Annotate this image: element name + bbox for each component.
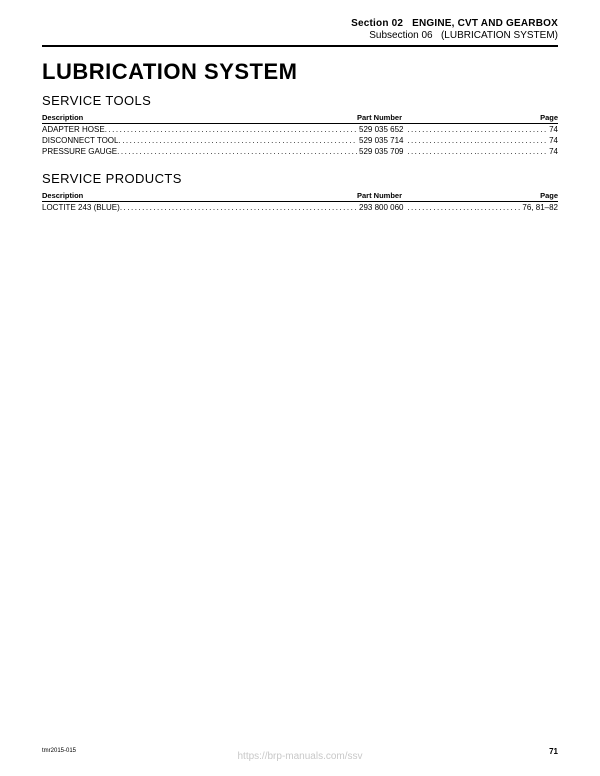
footer-page-number: 71: [549, 747, 558, 756]
row-description: DISCONNECT TOOL ........................…: [42, 135, 357, 146]
leader-dots: ........................................…: [477, 135, 547, 146]
row-page-wrap: ........................................…: [477, 202, 520, 213]
row-page-text: 74: [547, 124, 558, 135]
tools-col-part-number: Part Number: [357, 113, 477, 122]
leader-dots: ........................................…: [404, 124, 478, 135]
row-part-number: 293 800 060 ............................…: [357, 202, 477, 213]
leader-dots: ........................................…: [118, 135, 357, 146]
section-title: ENGINE, CVT AND GEARBOX: [412, 18, 558, 29]
leader-dots: ........................................…: [404, 135, 478, 146]
row-part-text: 529 035 652: [357, 124, 404, 135]
table-row: LOCTITE 243 (BLUE) .....................…: [42, 202, 558, 213]
leader-dots: ........................................…: [477, 124, 547, 135]
tools-col-page: Page: [477, 113, 558, 122]
products-col-page: Page: [477, 191, 558, 200]
leader-dots: ........................................…: [105, 124, 357, 135]
row-desc-text: ADAPTER HOSE: [42, 124, 105, 135]
products-table-header: Description Part Number Page: [42, 191, 558, 202]
row-page-text: 76, 81–82: [520, 202, 558, 213]
table-row: ADAPTER HOSE ...........................…: [42, 124, 558, 135]
service-products-heading: SERVICE PRODUCTS: [42, 171, 558, 186]
row-description: PRESSURE GAUGE .........................…: [42, 146, 357, 157]
table-row: DISCONNECT TOOL ........................…: [42, 135, 558, 146]
subsection-title: (LUBRICATION SYSTEM): [441, 30, 558, 41]
tools-col-description: Description: [42, 113, 357, 122]
tools-table-header: Description Part Number Page: [42, 113, 558, 124]
table-row: PRESSURE GAUGE .........................…: [42, 146, 558, 157]
main-title: LUBRICATION SYSTEM: [42, 59, 558, 85]
products-col-part-number: Part Number: [357, 191, 477, 200]
watermark-text: https://brp-manuals.com/ssv: [237, 751, 362, 762]
row-part-number: 529 035 714 ............................…: [357, 135, 477, 146]
row-desc-text: PRESSURE GAUGE: [42, 146, 117, 157]
subsection-line: Subsection 06 (LUBRICATION SYSTEM): [42, 30, 558, 41]
row-page-wrap: ........................................…: [477, 124, 547, 135]
row-page-text: 74: [547, 135, 558, 146]
leader-dots: ........................................…: [477, 202, 520, 213]
footer-doc-id: tmr2015-015: [42, 748, 76, 754]
products-col-description: Description: [42, 191, 357, 200]
row-part-text: 529 035 709: [357, 146, 404, 157]
row-part-text: 293 800 060: [357, 202, 404, 213]
leader-dots: ........................................…: [117, 146, 357, 157]
leader-dots: ........................................…: [120, 202, 357, 213]
row-page-wrap: ........................................…: [477, 135, 547, 146]
row-description: LOCTITE 243 (BLUE) .....................…: [42, 202, 357, 213]
row-desc-text: LOCTITE 243 (BLUE): [42, 202, 120, 213]
page-content: Section 02 ENGINE, CVT AND GEARBOX Subse…: [0, 0, 600, 213]
row-desc-text: DISCONNECT TOOL: [42, 135, 118, 146]
row-part-text: 529 035 714: [357, 135, 404, 146]
service-tools-heading: SERVICE TOOLS: [42, 93, 558, 108]
row-page-text: 74: [547, 146, 558, 157]
subsection-prefix: Subsection 06: [369, 30, 432, 41]
leader-dots: ........................................…: [404, 202, 478, 213]
page-header: Section 02 ENGINE, CVT AND GEARBOX Subse…: [42, 18, 558, 41]
leader-dots: ........................................…: [404, 146, 478, 157]
row-part-number: 529 035 709 ............................…: [357, 146, 477, 157]
header-divider: [42, 45, 558, 47]
leader-dots: ........................................…: [477, 146, 547, 157]
row-description: ADAPTER HOSE ...........................…: [42, 124, 357, 135]
row-part-number: 529 035 652 ............................…: [357, 124, 477, 135]
section-line: Section 02 ENGINE, CVT AND GEARBOX: [42, 18, 558, 29]
row-page-wrap: ........................................…: [477, 146, 547, 157]
section-prefix: Section 02: [351, 18, 403, 29]
